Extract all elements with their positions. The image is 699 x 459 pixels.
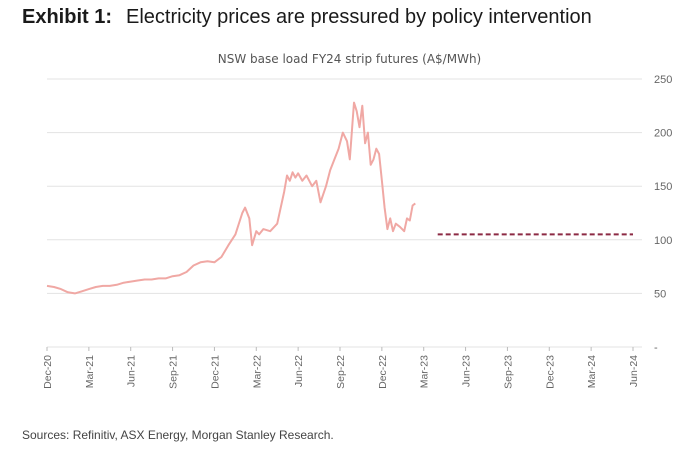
y-axis-labels: - 50 100 150 200 250 xyxy=(654,74,672,354)
x-tick-label: Dec-22 xyxy=(377,355,389,389)
x-tick-label: Dec-23 xyxy=(544,355,556,389)
y-tick-label: 50 xyxy=(654,288,666,300)
x-tick-label: Sep-21 xyxy=(168,355,180,389)
x-tick-label: Jun-23 xyxy=(461,355,473,387)
y-tick-label: 200 xyxy=(654,128,672,140)
x-tick-label: Dec-21 xyxy=(209,355,221,389)
source-note: Sources: Refinitiv, ASX Energy, Morgan S… xyxy=(22,428,334,442)
x-axis-labels: Dec-20 Mar-21 Jun-21 Sep-21 Dec-21 Mar-22 Jun-… xyxy=(42,347,640,389)
y-tick-label: 100 xyxy=(654,235,672,247)
x-tick-label: Jun-24 xyxy=(628,355,640,387)
y-tick-label: - xyxy=(654,342,658,354)
chart-title: NSW base load FY24 strip futures (A$/MWh… xyxy=(217,52,482,66)
series-group xyxy=(46,101,633,295)
x-tick-label: Jun-21 xyxy=(126,355,138,387)
gridlines xyxy=(47,78,642,348)
exhibit-title: Electricity prices are pressured by poli… xyxy=(126,6,592,28)
x-tick-label: Jun-22 xyxy=(293,355,305,387)
y-tick-label: 150 xyxy=(654,181,672,193)
x-tick-label: Dec-20 xyxy=(42,355,54,389)
price-line xyxy=(46,101,416,295)
x-tick-label: Mar-23 xyxy=(419,355,431,388)
price-chart: - 50 100 150 200 250 Dec-20 Mar-21 Jun-21 Sep-21… xyxy=(42,74,672,389)
exhibit-heading: Exhibit 1: Electricity prices are pressur… xyxy=(22,6,592,29)
x-tick-label: Mar-21 xyxy=(84,355,96,388)
x-tick-label: Sep-23 xyxy=(502,355,514,389)
y-tick-label: 250 xyxy=(654,74,672,86)
x-tick-label: Mar-22 xyxy=(251,355,263,388)
x-tick-label: Sep-22 xyxy=(335,355,347,389)
x-tick-label: Mar-24 xyxy=(586,355,598,388)
exhibit-label: Exhibit 1: xyxy=(22,6,113,28)
